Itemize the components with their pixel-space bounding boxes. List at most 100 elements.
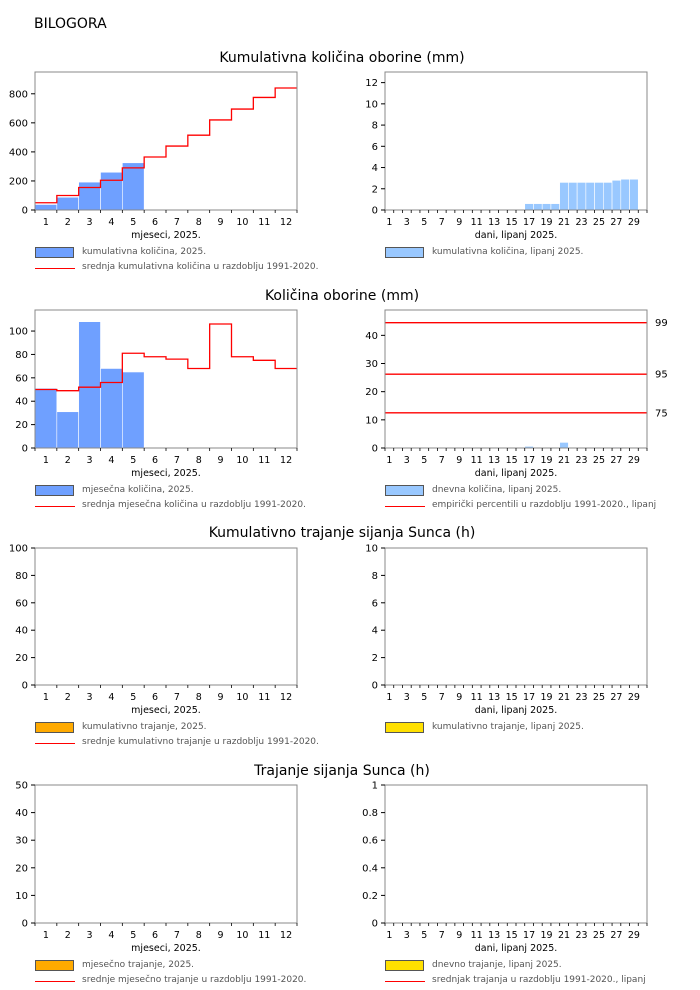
plot-frame <box>384 547 648 686</box>
plot-frame <box>34 71 298 211</box>
x-tick-label: 7 <box>439 930 445 941</box>
x-tick-label: 27 <box>610 455 622 466</box>
x-tick-label: 15 <box>506 692 518 703</box>
x-axis-title: mjeseci, 2025. <box>131 230 201 241</box>
x-tick-label: 5 <box>130 930 136 941</box>
bar <box>100 171 123 211</box>
y-tick-label: 12 <box>365 78 378 89</box>
y-tick-label: 4 <box>372 626 378 637</box>
x-tick-label: 2 <box>65 217 71 228</box>
x-axis-title: dani, lipanj 2025. <box>474 705 558 716</box>
legend-label-line: empirički percentili u razdoblju 1991-20… <box>432 500 657 510</box>
y-tick-label: 0 <box>22 681 28 692</box>
legend-label-bars: dnevna količina, lipanj 2025. <box>432 485 562 495</box>
y-tick-label: 80 <box>15 571 28 582</box>
y-tick-label: 0 <box>372 444 378 455</box>
bar <box>603 182 613 211</box>
x-tick-label: 1 <box>43 217 49 228</box>
x-tick-label: 3 <box>87 217 93 228</box>
bar <box>524 203 534 211</box>
legend-swatch-bars <box>385 485 424 496</box>
x-tick-label: 17 <box>523 692 535 703</box>
x-tick-label: 4 <box>108 217 114 228</box>
chart-sun-daily: 00.20.40.60.811 3 5 7 9 11 13 15 17 19 21 23 25 27 29 <box>362 781 648 941</box>
y-tick-label: 80 <box>15 350 28 361</box>
y-tick-label: 20 <box>365 387 378 398</box>
y-tick-label: 60 <box>15 373 28 384</box>
plot-frame <box>384 784 648 924</box>
x-tick-label: 19 <box>541 692 553 703</box>
x-tick-label: 6 <box>152 692 158 703</box>
x-tick-label: 21 <box>558 455 570 466</box>
x-tick-label: 3 <box>87 455 93 466</box>
legend-swatch-bars <box>385 247 424 258</box>
y-tick-label: 10 <box>365 415 378 426</box>
reference-step-line <box>35 323 297 392</box>
y-tick-label: 2 <box>372 653 378 664</box>
x-tick-label: 7 <box>439 692 445 703</box>
bar <box>559 442 569 449</box>
x-tick-label: 13 <box>488 217 500 228</box>
bar <box>629 178 639 211</box>
legend-swatch-bars <box>385 722 424 733</box>
x-tick-label: 1 <box>43 692 49 703</box>
x-tick-label: 3 <box>404 692 410 703</box>
x-tick-label: 17 <box>523 217 535 228</box>
plot-frame <box>34 547 298 686</box>
bar <box>78 321 101 449</box>
x-tick-label: 5 <box>130 217 136 228</box>
x-tick-label: 5 <box>130 692 136 703</box>
legend-label-bars: kumulativna količina, lipanj 2025. <box>432 247 584 257</box>
y-tick-label: 10 <box>365 99 378 110</box>
x-tick-label: 10 <box>236 455 248 466</box>
y-tick-label: 2 <box>372 184 378 195</box>
y-tick-label: 0.4 <box>362 863 378 874</box>
legend-label-line: srednje kumulativno trajanje u razdoblju… <box>82 737 319 747</box>
section-title-cum-precip: Kumulativna količina oborine (mm) <box>219 50 465 66</box>
percentile-label: 99 <box>655 318 668 329</box>
x-tick-label: 23 <box>575 217 587 228</box>
x-tick-label: 11 <box>471 217 483 228</box>
x-tick-label: 9 <box>456 930 462 941</box>
section-title-cum-sun: Kumulativno trajanje sijanja Sunca (h) <box>208 525 476 541</box>
y-tick-label: 0 <box>22 444 28 455</box>
x-tick-label: 10 <box>236 930 248 941</box>
legend-label-bars: dnevno trajanje, lipanj 2025. <box>432 960 562 970</box>
x-tick-label: 13 <box>488 692 500 703</box>
bar <box>568 182 578 211</box>
x-tick-label: 9 <box>456 455 462 466</box>
x-axis-title: dani, lipanj 2025. <box>474 943 558 954</box>
x-tick-label: 29 <box>628 692 640 703</box>
bar <box>34 388 58 449</box>
plot-frame <box>384 309 648 449</box>
x-tick-label: 4 <box>108 930 114 941</box>
x-tick-label: 19 <box>541 217 553 228</box>
x-tick-label: 21 <box>558 930 570 941</box>
x-tick-label: 7 <box>174 217 180 228</box>
x-tick-label: 29 <box>628 217 640 228</box>
y-tick-label: 30 <box>365 359 378 370</box>
x-tick-label: 2 <box>65 455 71 466</box>
legend-label-bars: kumulativno trajanje, lipanj 2025. <box>432 722 584 732</box>
x-tick-label: 27 <box>610 217 622 228</box>
reference-step-line <box>35 87 297 204</box>
legend-swatch-bars <box>35 960 74 971</box>
bar <box>541 203 552 211</box>
legend-label-bars: kumulativna količina, 2025. <box>82 247 207 257</box>
y-tick-label: 0 <box>372 919 378 930</box>
x-tick-label: 25 <box>593 217 605 228</box>
x-tick-label: 9 <box>218 217 224 228</box>
x-tick-label: 15 <box>506 930 518 941</box>
x-tick-label: 11 <box>258 930 270 941</box>
x-tick-label: 12 <box>280 455 292 466</box>
bar <box>533 203 543 211</box>
x-tick-label: 4 <box>108 455 114 466</box>
x-tick-label: 23 <box>575 930 587 941</box>
y-tick-label: 0 <box>372 681 378 692</box>
y-tick-label: 0 <box>22 206 28 217</box>
y-tick-label: 0.2 <box>362 891 378 902</box>
legend-swatch-bars <box>385 960 424 971</box>
